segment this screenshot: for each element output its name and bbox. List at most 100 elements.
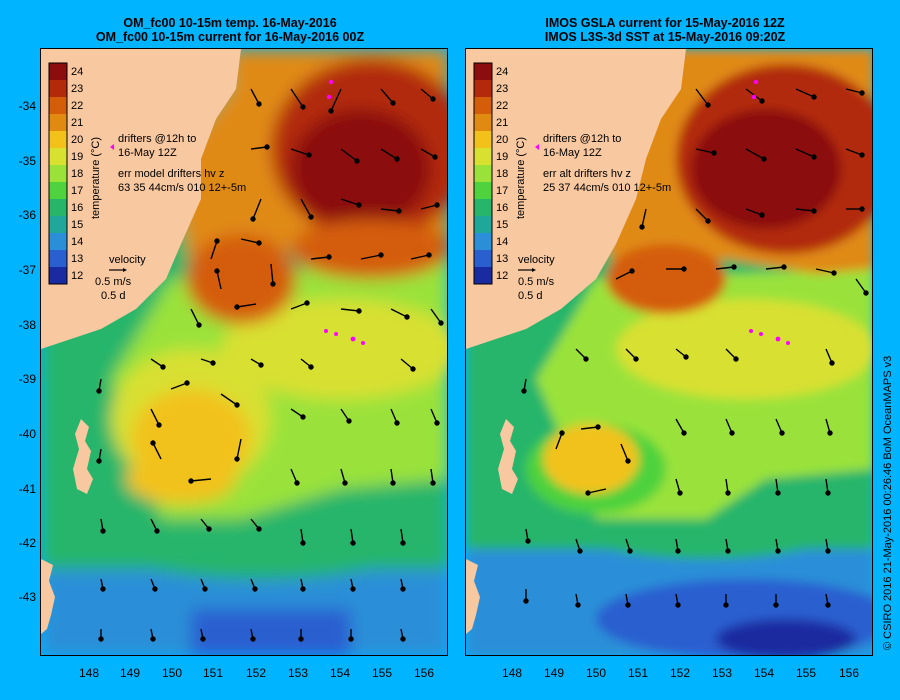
current-arrow: [150, 578, 158, 592]
current-arrow: [340, 148, 360, 164]
error-stats-line1: err alt drifters hv z: [543, 168, 631, 180]
colorbar-swatch: [474, 267, 492, 284]
current-arrow: [825, 348, 835, 366]
current-arrow: [290, 468, 300, 486]
current-arrow: [675, 478, 683, 496]
current-arrow: [815, 268, 837, 276]
current-arrow: [420, 202, 440, 210]
lon-tick-label: 152: [669, 666, 691, 680]
current-arrow: [666, 266, 687, 272]
lon-tick-label: 149: [119, 666, 141, 680]
land-mainland: [466, 49, 686, 349]
current-arrow: [620, 443, 631, 464]
current-arrow: [298, 629, 304, 642]
current-arrow: [773, 594, 779, 608]
current-arrow: [390, 468, 396, 486]
drifter-markers: [110, 79, 365, 345]
lon-tick-label: 155: [795, 666, 817, 680]
drifter-marker: [775, 336, 781, 342]
drifter-marker: [326, 94, 332, 100]
model-map-svg: 24 23 22 21 20 19 18 17 16 15 14 13 12 t…: [41, 49, 447, 655]
colorbar-label: temperature (°C): [90, 137, 102, 219]
colorbar-swatch: [49, 267, 67, 284]
current-arrow: [725, 478, 731, 496]
current-arrow: [234, 303, 257, 310]
current-arrow: [200, 578, 208, 592]
colorbar-tick-label: 19: [71, 151, 83, 163]
lon-tick-label: 155: [371, 666, 393, 680]
colorbar-tick-label: 23: [71, 83, 83, 95]
observation-map-panel[interactable]: 24 23 22 21 20 19 18 17 16 15 14 13 12 t…: [465, 48, 873, 656]
current-arrow: [775, 538, 781, 554]
current-arrow: [250, 628, 256, 642]
current-arrow: [695, 208, 711, 224]
colorbar-swatch: [474, 114, 492, 131]
drifter-marker: [361, 341, 365, 345]
current-arrow: [725, 348, 739, 362]
colorbar-tick-label: 12: [496, 270, 508, 282]
colorbar-swatch: [474, 199, 492, 216]
current-arrow: [188, 478, 212, 484]
land-tasmania-coast: [41, 559, 55, 634]
current-arrow: [745, 208, 765, 218]
current-arrow: [220, 393, 240, 408]
model-map-panel[interactable]: 24 23 22 21 20 19 18 17 16 15 14 13 12 t…: [40, 48, 448, 656]
current-arrow: [825, 538, 831, 554]
drifter-marker: [751, 94, 757, 100]
velocity-scale-arrowhead: [532, 268, 536, 272]
drifter-marker: [324, 329, 328, 333]
colorbar-tick-label: 20: [496, 134, 508, 146]
drifter-markers: [535, 79, 790, 345]
lat-tick-label: -40: [18, 427, 36, 441]
current-arrow: [723, 594, 729, 608]
current-arrow: [214, 268, 222, 290]
current-arrow: [348, 629, 354, 642]
lat-tick-label: -37: [18, 263, 36, 277]
land-tasmania-coast: [466, 559, 480, 634]
lon-tick-label: 150: [161, 666, 183, 680]
current-arrow: [200, 358, 216, 366]
land-island: [498, 419, 518, 494]
current-arrow: [290, 88, 306, 110]
current-arrow: [625, 538, 633, 554]
lon-tick-label: 156: [413, 666, 435, 680]
current-arrow: [521, 378, 527, 394]
colorbar-tick-label: 18: [71, 168, 83, 180]
current-arrow: [855, 278, 869, 296]
colorbar-tick-label: 17: [496, 185, 508, 197]
current-arrow: [290, 148, 312, 158]
velocity-label: velocity: [518, 254, 555, 266]
colorbar-swatch: [49, 199, 67, 216]
current-arrows: [96, 88, 444, 642]
current-arrow: [745, 148, 767, 162]
colorbar-swatch: [49, 182, 67, 199]
current-arrow: [400, 578, 406, 592]
colorbar-swatch: [474, 216, 492, 233]
current-arrow: [585, 488, 607, 496]
drifters-note-line1: drifters @12h to: [118, 133, 196, 145]
current-arrow: [360, 252, 384, 260]
lon-tick-label: 151: [627, 666, 649, 680]
lat-tick-label: -38: [18, 318, 36, 332]
current-arrow: [625, 348, 639, 362]
lon-tick-label: 154: [753, 666, 775, 680]
current-arrow: [100, 518, 106, 534]
error-stats-line2: 25 37 44cm/s 010 12+-5m: [543, 182, 671, 194]
lat-tick-label: -41: [18, 482, 36, 496]
current-arrow: [150, 628, 156, 642]
current-arrow: [525, 528, 531, 544]
current-arrow: [775, 418, 785, 436]
lon-tick-label: 156: [838, 666, 860, 680]
lon-tick-label: 149: [543, 666, 565, 680]
land-island: [73, 419, 93, 494]
current-arrow: [150, 408, 162, 428]
velocity-scale-time: 0.5 d: [101, 290, 125, 302]
current-arrow: [390, 308, 410, 320]
colorbar: 24 23 22 21 20 19 18 17 16 15 14 13 12 t…: [473, 62, 527, 285]
lon-tick-label: 151: [202, 666, 224, 680]
colorbar-swatch: [474, 182, 492, 199]
current-arrow: [250, 198, 262, 222]
current-arrow: [96, 378, 102, 394]
current-arrow: [250, 144, 270, 150]
colorbar-tick-label: 14: [496, 236, 508, 248]
